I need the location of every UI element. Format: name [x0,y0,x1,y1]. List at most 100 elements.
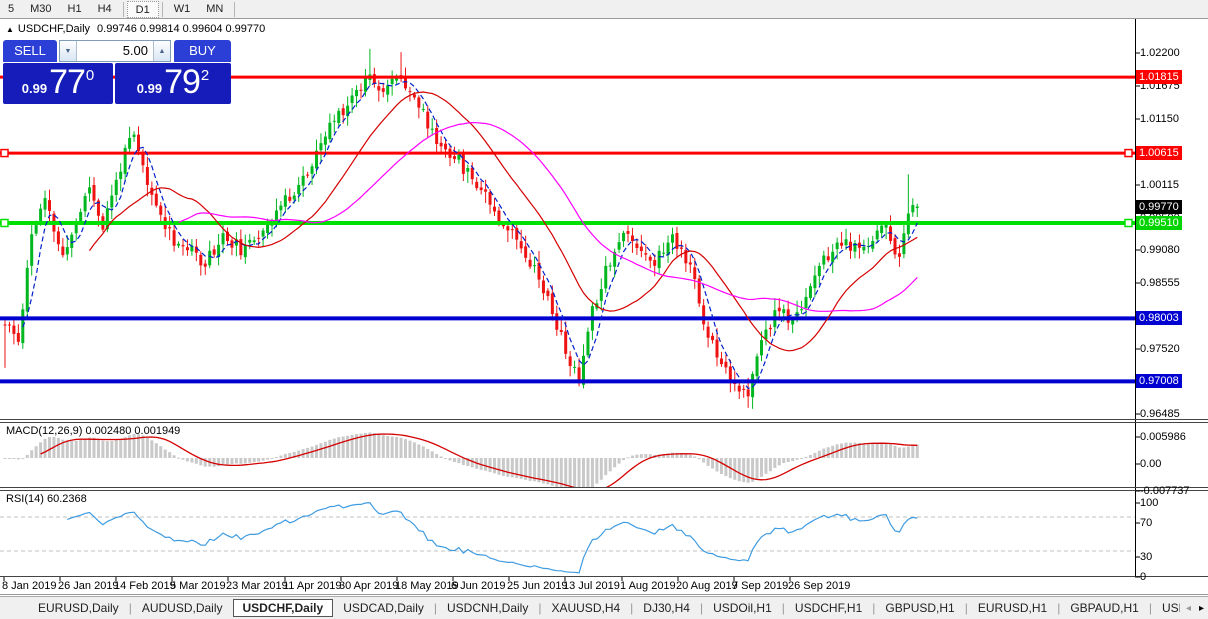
volume-decrease-icon[interactable]: ▼ [60,41,77,61]
chart-tab-audusd-daily[interactable]: AUDUSD,Daily [141,601,223,615]
chart-tab-gbpaud-h1[interactable]: GBPAUD,H1 [1070,601,1139,615]
chart-tab-xauusd-h4[interactable]: XAUUSD,H4 [551,601,621,615]
time-axis-label: 1 Aug 2019 [620,580,676,592]
tab-separator: | [699,601,704,615]
macd-label: MACD(12,26,9) 0.002480 0.001949 [6,425,180,437]
price-badge-1.01815: 1.01815 [1136,70,1182,84]
hline-handle[interactable] [0,148,9,158]
timeframe-button-d1[interactable]: D1 [126,0,159,18]
tab-separator: | [781,601,785,615]
tab-separator: | [872,601,876,615]
time-axis-label: 5 Mar 2019 [170,580,226,592]
tab-scroll-left-icon[interactable]: ◂ [1185,603,1191,614]
hline-1.00615[interactable] [0,148,1135,158]
timeframe-button-5[interactable]: 5 [8,2,15,15]
toolbar-separator [234,1,236,17]
time-axis-label: 7 Sep 2019 [732,580,789,592]
volume-spinner: ▼ 5.00 ▲ [59,40,171,62]
time-axis-label: 14 Feb 2019 [114,580,176,592]
time-axis-label: 26 Sep 2019 [788,580,851,592]
price-axis-tick: 1.01675 [1140,80,1180,92]
buy-price-prefix: 0.99 [136,81,163,96]
ma-40 [178,121,918,312]
chart-tab-dj30-h4[interactable]: DJ30,H4 [643,601,690,615]
time-axis-label: 8 Jan 2019 [2,580,57,592]
tab-separator: | [630,601,634,615]
tab-scroll-right-icon[interactable]: ▸ [1198,603,1204,614]
rsi-layer [0,501,1135,574]
ma-5 [22,80,918,390]
chart-tab-usdchf-h1[interactable]: USDCHF,H1 [794,601,863,615]
timeframe-button-h1[interactable]: H1 [67,2,82,15]
rsi-label: RSI(14) 60.2368 [6,493,87,505]
rsi-value: 60.2368 [46,493,87,505]
sell-price-button[interactable]: 0.99 77 0 [3,63,113,104]
time-axis-label: 13 Jul 2019 [563,580,620,592]
rsi-axis-tick: 0 [1140,571,1147,583]
macd-values: 0.002480 0.001949 [85,425,181,437]
timeframe-button-mn[interactable]: MN [206,2,224,15]
price-axis-tick: 1.02200 [1140,47,1180,59]
chart-tab-usdchf-daily[interactable]: USDCHF,Daily [232,599,334,617]
rsi-axis-tick: 70 [1140,517,1153,529]
collapse-triangle-icon[interactable]: ▲ [6,25,14,34]
tab-separator: | [128,601,132,615]
volume-input[interactable]: 5.00 [122,43,148,58]
buy-price-big: 79 [164,63,201,101]
sell-price-pip: 0 [85,67,95,84]
buy-button[interactable]: BUY [174,40,231,62]
rsi-axis-tick: 100 [1140,497,1159,509]
chart-tab-usdoil-h1[interactable]: USDOil,H1 [713,601,772,615]
chart-ohlc-values: 0.99746 0.99814 0.99604 0.99770 [97,23,266,35]
tab-separator: | [1148,601,1152,615]
hline-0.9951[interactable] [0,218,1135,228]
timeframe-button-h4[interactable]: H4 [97,2,112,15]
rsi-axis-tick: 30 [1140,551,1153,563]
volume-increase-icon[interactable]: ▲ [153,41,170,61]
time-axis-label: 18 May 2019 [395,580,459,592]
hline-handle[interactable] [1124,218,1133,228]
chart-tab-eurusd-h1[interactable]: EURUSD,H1 [977,601,1048,615]
chart-tab-eurusd-daily[interactable]: EURUSD,Daily [38,601,119,615]
time-axis-label: 6 Jun 2019 [451,580,506,592]
chart-symbol-label: USDCHF,Daily [17,23,91,35]
buy-price-button[interactable]: 0.99 79 2 [115,63,231,104]
chart-tab-usdcnh-daily[interactable]: USDCNH,Daily [447,601,529,615]
toolbar-separator [161,1,163,17]
price-axis-tick: 1.00115 [1140,179,1179,191]
price-badge-0.97008: 0.97008 [1136,374,1182,388]
timeframe-toolbar: 5 M30 H1 H4 D1 W1 MN [0,0,1208,19]
buy-price-pip: 2 [200,67,210,84]
sell-button[interactable]: SELL [3,40,57,62]
time-axis-label: 25 Jun 2019 [507,580,568,592]
time-axis-label: 30 Apr 2019 [339,580,399,592]
tab-separator: | [538,601,542,615]
chart-tab-gbpusd-h1[interactable]: GBPUSD,H1 [885,601,955,615]
price-badge-0.99510: 0.99510 [1136,216,1182,230]
price-axis-tick: 0.96485 [1140,408,1180,420]
price-axis-tick: 1.01150 [1140,113,1179,125]
macd-axis-tick: 0.00 [1140,458,1162,470]
macd-layer [3,432,919,487]
price-axis-tick: 0.98555 [1140,277,1180,289]
ma-20 [89,91,918,352]
timeframe-button-m30[interactable]: M30 [30,2,52,15]
macd-name: MACD(12,26,9) [6,425,83,437]
tab-separator: | [1057,601,1061,615]
price-badge-1.00615: 1.00615 [1136,146,1182,160]
price-axis-tick: 0.99590 [1140,212,1180,224]
chart-tab-usdcad-daily[interactable]: USDCAD,Daily [343,601,424,615]
hline-handle[interactable] [1124,148,1133,158]
tab-separator: | [964,601,968,615]
tab-scroll-arrows: ◂ ▸ [1179,597,1204,619]
price-axis-tick: 0.99080 [1140,244,1180,256]
timeframe-button-w1[interactable]: W1 [173,2,191,15]
price-axis-tick: 0.97520 [1140,343,1180,355]
time-axis-label: 20 Aug 2019 [676,580,738,592]
price-badge-0.98003: 0.98003 [1136,311,1182,325]
macd-axis-tick: 0.005986 [1140,431,1186,443]
sell-price-big: 77 [49,63,86,101]
time-axis-label: 26 Jan 2019 [58,580,119,592]
moving-averages-layer [22,80,918,390]
hline-handle[interactable] [0,218,9,228]
